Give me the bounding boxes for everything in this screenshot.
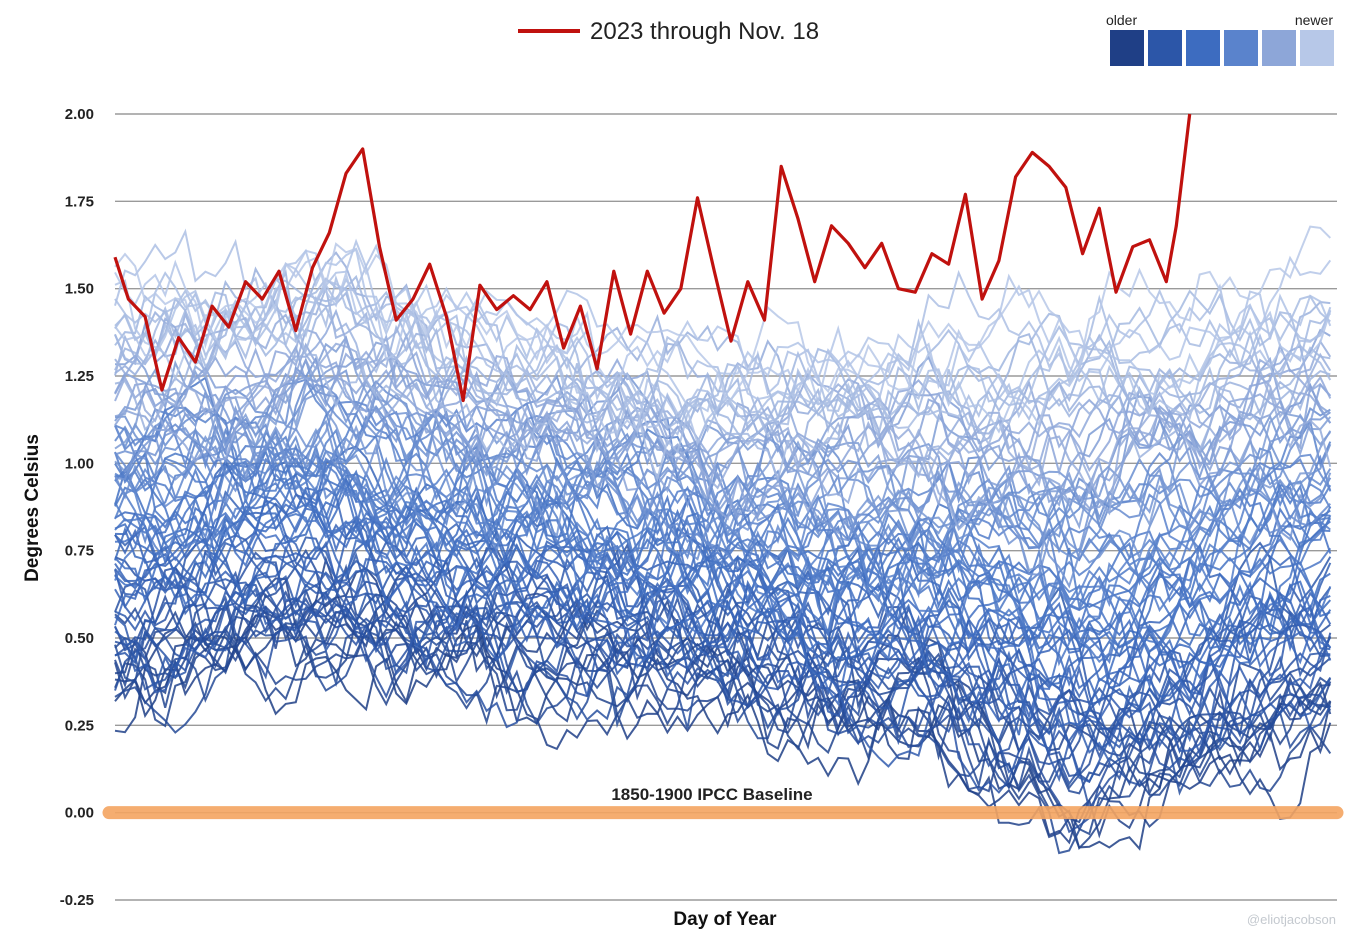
y-tick-label: 1.25: [65, 368, 94, 385]
y-tick-label: 0.25: [65, 717, 94, 734]
legend-line-label: 2023 through Nov. 18: [590, 18, 819, 45]
historical-year-line: [114, 310, 1332, 516]
legend-scale-swatch: [1148, 30, 1182, 66]
y-tick-labels: -0.25 0.00 0.25 0.50 0.75 1.00 1.25 1.50 1.75 2.0…: [60, 106, 94, 909]
y-tick-label: 1.75: [65, 193, 94, 210]
y-tick-label: 1.00: [65, 455, 94, 472]
legend-scale-swatch: [1224, 30, 1258, 66]
historical-year-line: [114, 564, 1332, 796]
historical-year-lines: [114, 225, 1332, 855]
legend-scale-swatch: [1110, 30, 1144, 66]
historical-year-line: [114, 623, 1332, 851]
historical-year-line: [114, 450, 1332, 667]
watermark: @eliotjacobson: [1247, 912, 1336, 927]
legend-color-scale: [1110, 30, 1334, 66]
y-axis-title: Degrees Celsius: [22, 434, 43, 582]
legend-scale-older: older: [1106, 12, 1137, 28]
historical-year-line: [114, 328, 1332, 495]
y-tick-label: 0.50: [65, 630, 94, 647]
historical-year-line: [114, 496, 1331, 703]
historical-year-line: [114, 543, 1332, 757]
historical-year-line: [114, 456, 1332, 648]
legend-scale-newer: newer: [1295, 12, 1333, 28]
historical-year-line: [114, 528, 1332, 725]
historical-year-line: [114, 225, 1332, 408]
historical-year-line: [114, 471, 1331, 687]
baseline-label: 1850-1900 IPCC Baseline: [611, 785, 812, 804]
historical-year-line: [114, 328, 1331, 510]
historical-year-line: [114, 357, 1331, 542]
historical-year-line: [114, 248, 1332, 434]
series-2023-line: [113, 113, 1192, 403]
legend-scale-swatch: [1262, 30, 1296, 66]
historical-year-line: [114, 558, 1332, 793]
historical-year-line: [114, 541, 1331, 731]
historical-year-line: [114, 539, 1331, 757]
historical-year-line: [114, 335, 1331, 504]
historical-year-line: [114, 251, 1332, 494]
historical-year-line: [114, 276, 1332, 483]
historical-year-line: [114, 605, 1331, 791]
historical-year-line: [114, 547, 1332, 783]
historical-year-line: [114, 599, 1332, 851]
y-tick-label: 0.00: [65, 805, 94, 822]
x-axis-title: Day of Year: [673, 909, 777, 930]
historical-year-line: [114, 561, 1332, 764]
historical-year-line: [114, 344, 1332, 519]
legend-scale-swatch: [1186, 30, 1220, 66]
y-tick-label: 2.00: [65, 106, 94, 123]
historical-year-line: [114, 452, 1331, 637]
historical-year-line: [114, 415, 1332, 564]
y-tick-label: -0.25: [60, 892, 94, 909]
y-tick-label: 1.50: [65, 281, 94, 298]
legend-scale-swatch: [1300, 30, 1334, 66]
historical-year-line: [114, 593, 1331, 855]
historical-year-line: [114, 238, 1332, 447]
historical-year-line: [114, 490, 1332, 736]
y-tick-label: 0.75: [65, 543, 94, 560]
